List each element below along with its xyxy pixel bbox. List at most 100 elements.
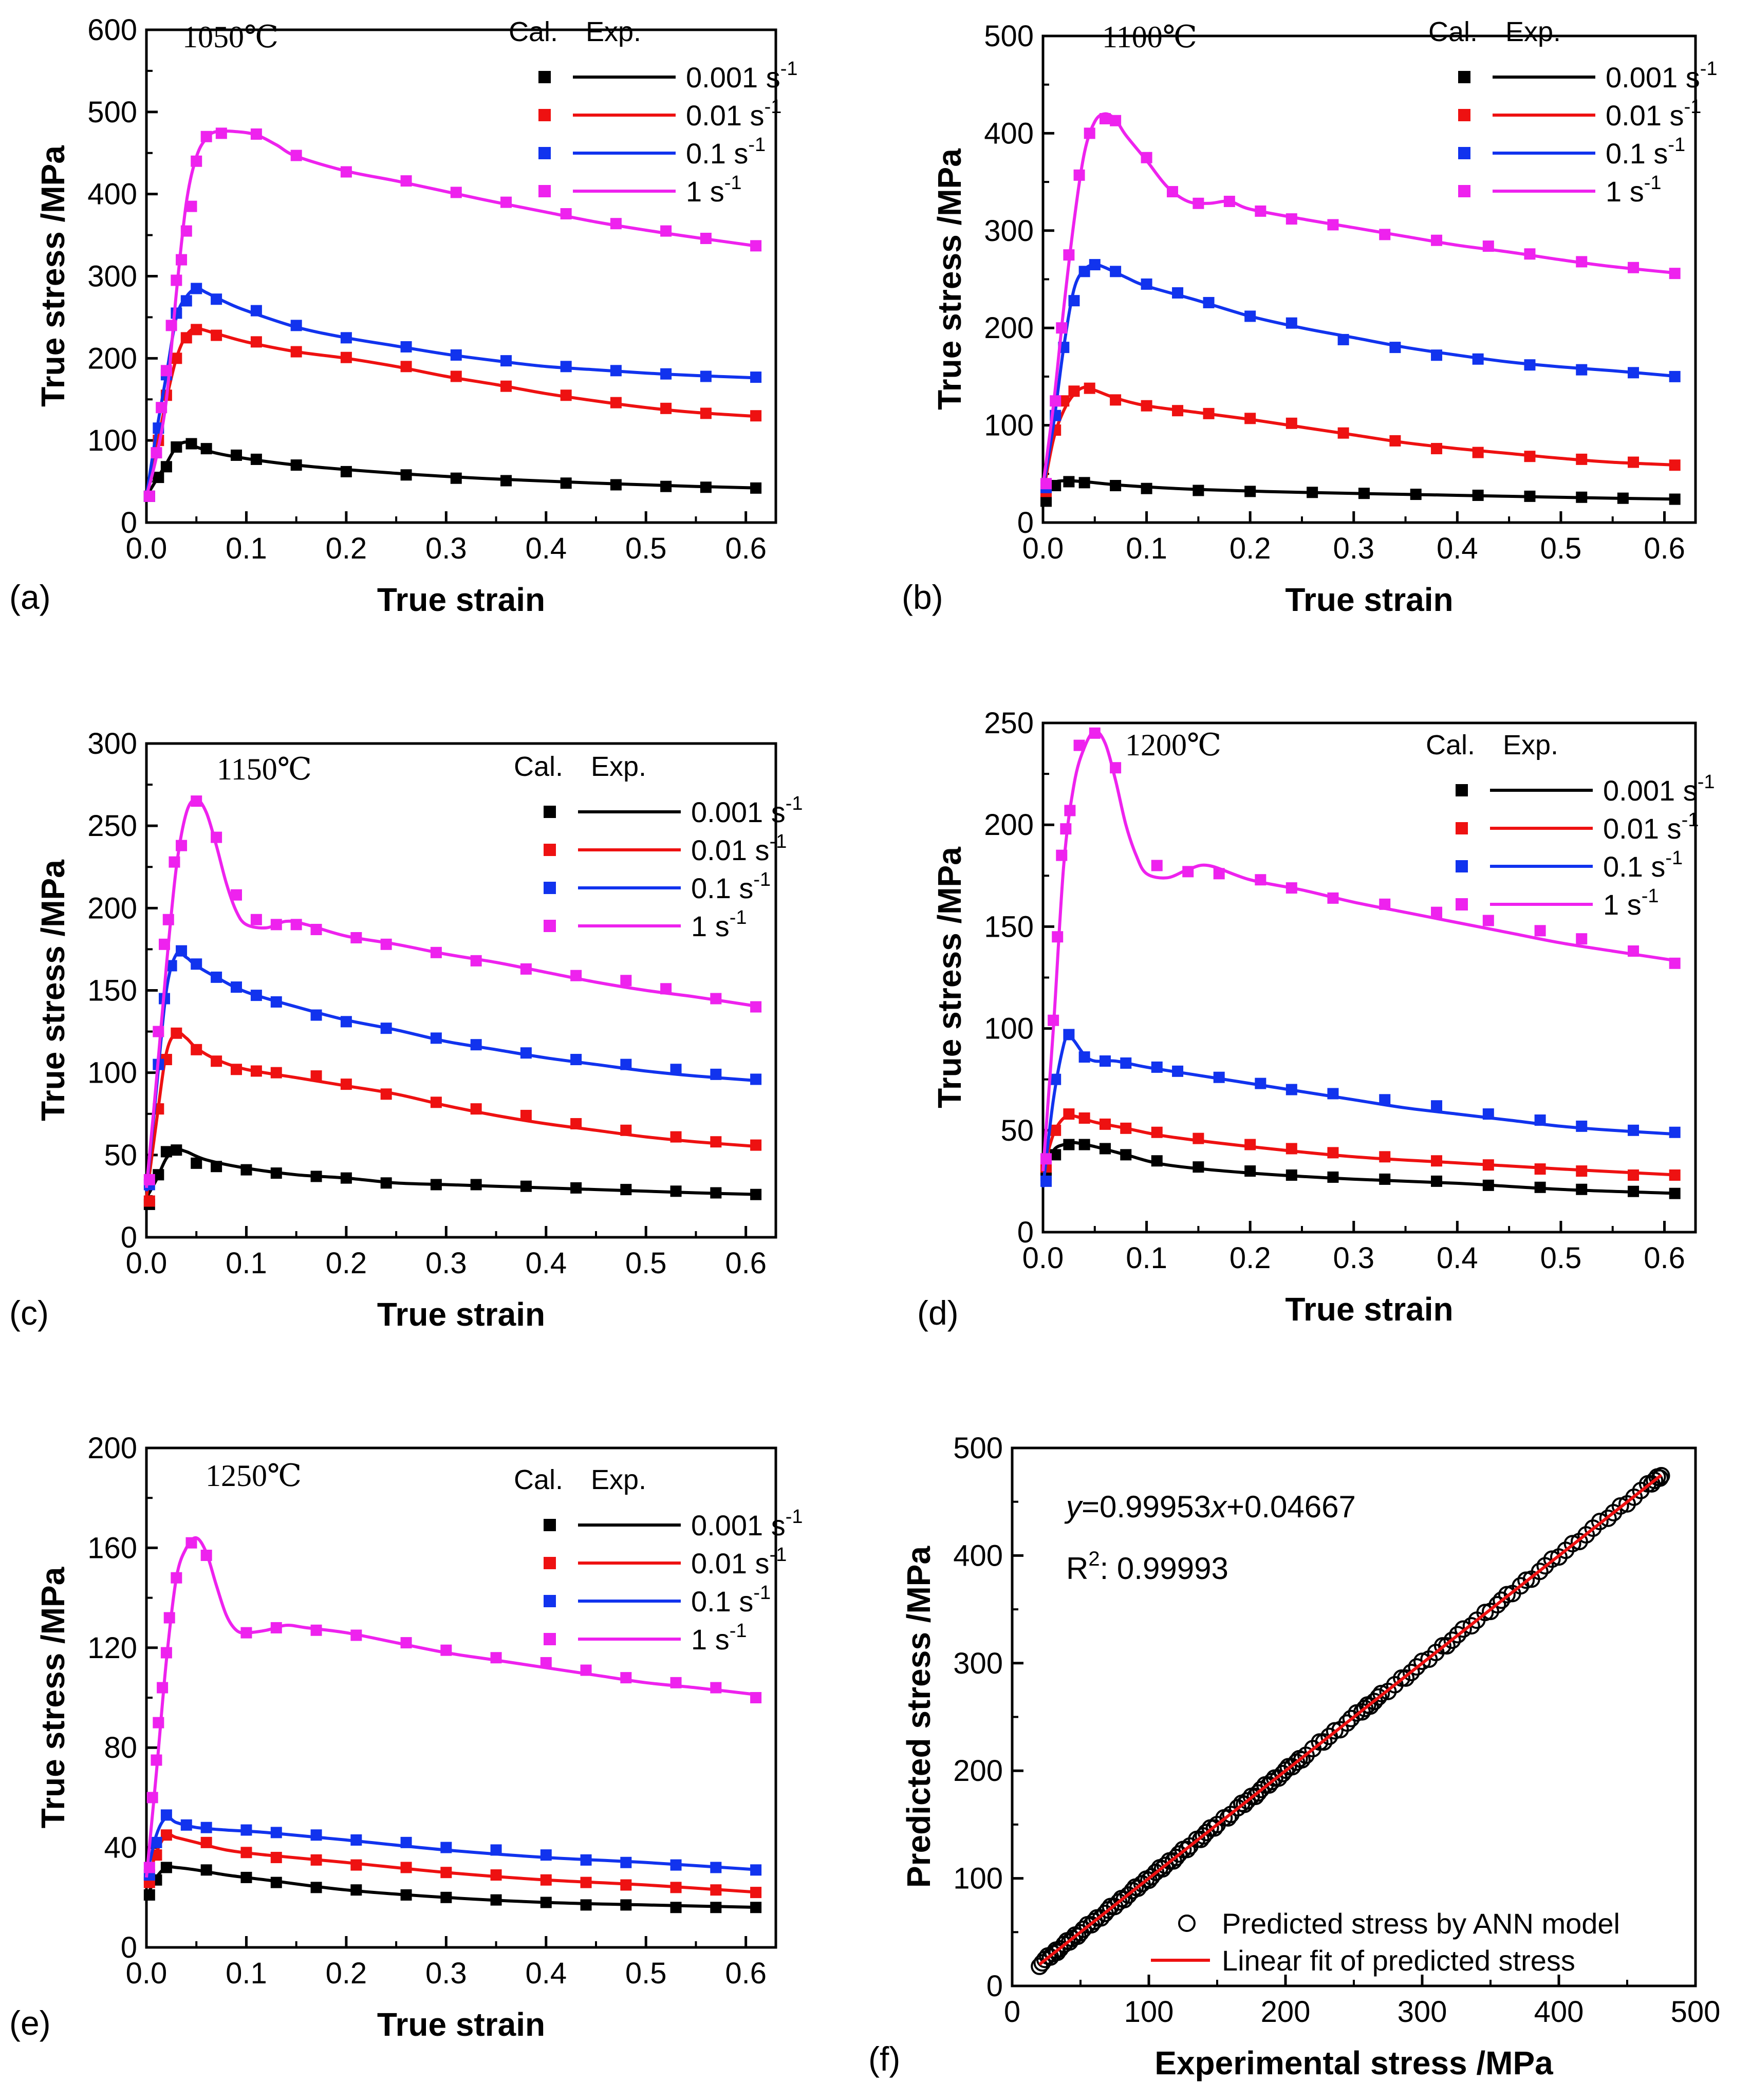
legend-label-rate-0.001: 0.001 s-1: [1606, 58, 1718, 94]
exp-point-rate-1: [146, 1792, 158, 1804]
scatter-point: [1462, 1617, 1480, 1635]
scatter-point: [1413, 1652, 1431, 1670]
x-tick-label: 100: [1124, 1995, 1174, 2029]
exp-point-rate-1: [156, 402, 167, 414]
exp-point-rate-1: [1056, 322, 1068, 334]
exp-point-rate-1: [143, 1174, 155, 1185]
x-tick-label: 0.6: [725, 1957, 767, 1990]
exp-point-rate-1: [171, 274, 182, 286]
legend-marker-rate-0.01: [1456, 822, 1468, 834]
y-tick-label: 100: [953, 1862, 1003, 1895]
legend-superscript: -1: [753, 1582, 771, 1604]
exp-point-rate-0.001: [160, 1862, 172, 1873]
exp-point-rate-0.001: [1576, 491, 1588, 503]
y-tick-label: 0: [986, 1969, 1003, 2003]
exp-point-rate-0.001: [160, 461, 172, 473]
exp-point-rate-1: [620, 1672, 632, 1684]
exp-point-rate-0.001: [380, 1177, 392, 1189]
exp-point-rate-0.01: [620, 1124, 632, 1136]
legend-label-rate-0.001: 0.001 s-1: [691, 793, 803, 828]
exp-point-rate-1: [1110, 762, 1122, 774]
x-axis-title: True strain: [377, 2006, 545, 2043]
legend-superscript: -1: [753, 869, 771, 890]
exp-point-rate-1: [1052, 931, 1064, 943]
x-axis-title: True strain: [377, 1296, 545, 1333]
exp-point-rate-0.001: [1472, 489, 1484, 501]
exp-point-rate-0.01: [1534, 1163, 1546, 1175]
legend: Cal. Exp.0.001 s-10.01 s-10.1 s-11 s-1: [514, 751, 803, 942]
y-tick-label: 400: [984, 117, 1034, 150]
exp-point-rate-1: [1040, 1153, 1052, 1165]
exp-point-rate-0.1: [1040, 1175, 1052, 1187]
exp-point-rate-1: [540, 1657, 552, 1668]
exp-point-rate-0.1: [1472, 353, 1484, 365]
x-tick-label: 400: [1534, 1995, 1584, 2029]
exp-point-rate-0.001: [1286, 1169, 1297, 1181]
x-tick-label: 0: [1004, 1995, 1020, 2029]
exp-point-rate-0.01: [1084, 382, 1095, 394]
exp-point-rate-0.01: [1669, 459, 1681, 471]
exp-point-rate-0.1: [1172, 287, 1184, 299]
exp-point-rate-0.1: [620, 1856, 632, 1868]
x-axis-title: Experimental stress /MPa: [1154, 2045, 1553, 2082]
exp-point-rate-0.001: [310, 1882, 322, 1893]
scatter-point: [1178, 1841, 1196, 1859]
exp-point-rate-0.01: [1244, 1139, 1256, 1150]
exp-point-rate-0.1: [1534, 1114, 1546, 1126]
y-tick-label: 150: [87, 974, 137, 1008]
legend-label-rate-0.1: 0.1 s-1: [686, 134, 766, 170]
exp-point-rate-0.1: [1244, 310, 1256, 322]
panel-label: (e): [9, 2004, 51, 2042]
exp-point-rate-1: [270, 1622, 282, 1633]
exp-point-rate-0.01: [750, 410, 762, 422]
scatter-point: [1402, 1663, 1420, 1681]
exp-point-rate-0.01: [1576, 453, 1588, 465]
exp-point-rate-0.001: [270, 1167, 282, 1179]
exp-point-rate-0.001: [1617, 492, 1629, 504]
exp-point-rate-0.1: [250, 305, 262, 317]
legend-label-rate-0.001: 0.001 s-1: [686, 58, 798, 94]
legend-marker-rate-0.01: [544, 844, 556, 856]
exp-point-rate-1: [290, 150, 302, 161]
temperature-label: 1200℃: [1125, 728, 1221, 762]
exp-point-rate-1: [215, 127, 227, 139]
exp-point-rate-0.1: [1089, 259, 1101, 271]
linear-fit-line: [1038, 1474, 1663, 1966]
exp-point-rate-0.001: [1669, 1187, 1681, 1199]
legend-superscript: -1: [1698, 771, 1715, 793]
exp-point-rate-0.01: [270, 1067, 282, 1079]
exp-point-rate-1: [159, 938, 170, 950]
x-tick-label: 0.4: [1437, 1241, 1478, 1275]
exp-point-rate-0.01: [400, 1862, 412, 1873]
exp-point-rate-0.01: [570, 1118, 582, 1129]
exp-point-rate-1: [430, 946, 442, 958]
exp-point-rate-0.1: [540, 1849, 552, 1861]
exp-point-rate-0.1: [400, 341, 412, 352]
exp-point-rate-1: [1193, 197, 1204, 209]
exp-point-rate-0.001: [1669, 493, 1681, 505]
y-tick-label: 100: [87, 1056, 137, 1090]
x-tick-label: 0.1: [226, 532, 267, 565]
exp-point-rate-0.01: [1576, 1165, 1588, 1177]
exp-point-rate-1: [1379, 898, 1391, 910]
exp-point-rate-0.001: [1120, 1149, 1132, 1161]
exp-point-rate-1: [185, 1537, 197, 1549]
legend-marker-rate-0.01: [544, 1557, 556, 1569]
exp-point-rate-0.001: [1482, 1179, 1494, 1191]
exp-point-rate-1: [1669, 957, 1681, 969]
exp-point-rate-1: [1524, 248, 1536, 260]
exp-point-rate-0.1: [1213, 1071, 1225, 1083]
exp-point-rate-0.01: [310, 1070, 322, 1082]
y-tick-label: 0: [121, 506, 137, 540]
x-tick-label: 0.6: [725, 1247, 767, 1280]
scatter-point: [1443, 1631, 1461, 1649]
exp-point-rate-0.1: [191, 283, 202, 294]
series-rate-0.1: [143, 1809, 762, 1881]
exp-point-rate-0.001: [540, 1897, 552, 1908]
x-tick-label: 0.2: [326, 1957, 367, 1990]
exp-point-rate-0.001: [620, 1184, 632, 1196]
exp-point-rate-1: [710, 993, 722, 1005]
legend-marker-rate-0.01: [538, 109, 551, 121]
exp-point-rate-0.1: [231, 981, 242, 993]
